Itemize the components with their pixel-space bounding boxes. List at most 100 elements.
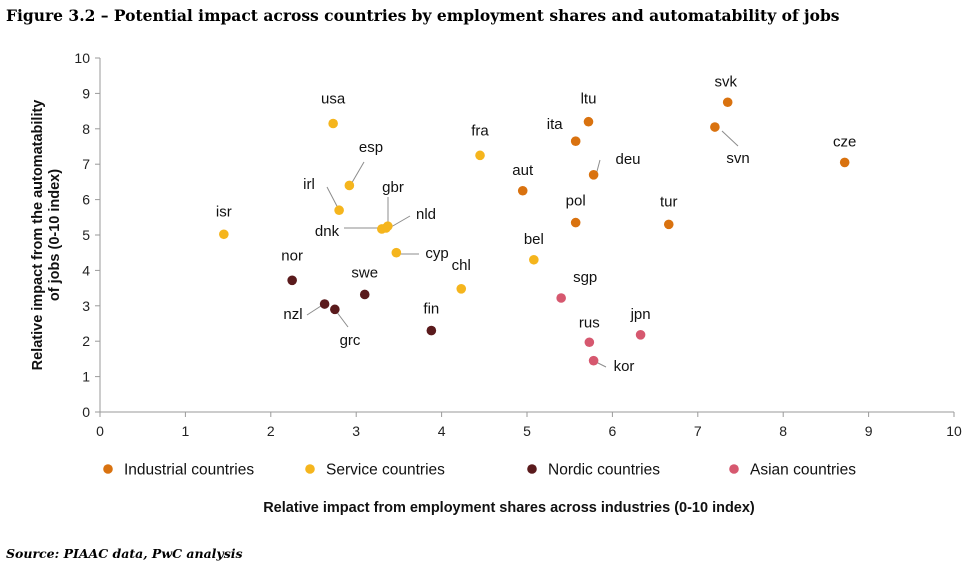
y-tick-label: 6 — [82, 192, 90, 208]
label-ltu: ltu — [581, 91, 597, 108]
y-axis-label-line: Relative impact from the automatability — [30, 100, 46, 371]
point-nor — [287, 275, 297, 286]
point-rus — [584, 337, 595, 348]
y-tick-label: 9 — [82, 85, 90, 101]
x-tick-label: 0 — [96, 423, 104, 439]
label-isr: isr — [216, 203, 232, 220]
point-jpn — [635, 330, 646, 340]
x-tick-label: 8 — [779, 423, 787, 439]
x-tick-label: 3 — [352, 423, 360, 439]
data-points — [219, 97, 850, 366]
label-sgp: sgp — [573, 269, 597, 286]
y-tick-label: 2 — [82, 333, 90, 349]
label-fra: fra — [471, 122, 489, 139]
point-svk — [722, 97, 733, 108]
label-irl: irl — [303, 176, 315, 193]
legend-label-2: Service countries — [326, 462, 445, 479]
point-fra — [475, 150, 485, 161]
leader-nld — [390, 215, 411, 228]
legend-marker-1 — [103, 464, 113, 474]
point-usa — [328, 118, 338, 129]
y-tick-label: 8 — [82, 121, 90, 137]
x-tick-label: 1 — [182, 423, 190, 439]
figure-title: Figure 3.2 – Potential impact across cou… — [6, 6, 840, 25]
label-cyp: cyp — [425, 245, 448, 262]
label-kor: kor — [614, 358, 635, 375]
x-axis-label: Relative impact from employment shares a… — [263, 500, 755, 516]
y-tick-label: 3 — [82, 298, 90, 314]
x-tick-label: 7 — [694, 423, 702, 439]
x-tick-label: 6 — [609, 423, 617, 439]
point-irl — [334, 205, 344, 216]
label-deu: deu — [615, 151, 640, 168]
y-axis-label-line: of jobs (0-10 index) — [47, 169, 63, 301]
label-chl: chl — [452, 257, 471, 274]
label-fin: fin — [423, 301, 439, 318]
leader-grc — [335, 310, 349, 328]
y-tick-label: 7 — [82, 156, 90, 172]
label-pol: pol — [566, 193, 586, 210]
x-tick-label: 9 — [865, 423, 873, 439]
label-ita: ita — [547, 116, 564, 133]
label-esp: esp — [359, 139, 383, 156]
label-tur: tur — [660, 193, 678, 210]
point-bel — [529, 254, 539, 265]
label-svk: svk — [714, 73, 737, 90]
point-tur — [663, 219, 674, 230]
leader-svn — [721, 130, 739, 147]
label-jpn: jpn — [630, 306, 651, 323]
legend-label-1: Industrial countries — [124, 462, 254, 479]
y-tick-label: 5 — [82, 227, 90, 243]
legend-label-4: Asian countries — [750, 462, 856, 479]
point-svn — [710, 122, 720, 132]
point-dnk — [377, 224, 387, 234]
point-pol — [570, 217, 581, 228]
y-tick-label: 1 — [82, 369, 90, 385]
label-nld: nld — [416, 206, 436, 223]
x-tick-label: 4 — [438, 423, 446, 439]
label-nzl: nzl — [283, 306, 302, 323]
chart-axes: 0 1 2 3 4 5 6 7 8 9 10 0 1 2 3 4 5 6 7 8 9 10 — [74, 50, 962, 439]
point-fin — [426, 325, 437, 336]
point-ita — [570, 136, 581, 146]
point-swe — [359, 289, 370, 300]
point-chl — [456, 284, 467, 294]
point-deu — [588, 170, 599, 180]
point-cze — [839, 157, 850, 168]
point-esp — [344, 180, 355, 191]
point-ltu — [583, 116, 594, 127]
legend-marker-3 — [527, 464, 537, 474]
label-dnk: dnk — [315, 223, 340, 240]
y-tick-label: 0 — [82, 404, 90, 420]
label-bel: bel — [524, 231, 544, 248]
legend-label-3: Nordic countries — [548, 462, 660, 479]
label-gbr: gbr — [382, 179, 404, 196]
point-aut — [517, 185, 528, 196]
point-grc — [330, 304, 340, 315]
point-kor — [588, 355, 599, 366]
legend-marker-4 — [729, 464, 739, 474]
y-tick-label: 10 — [74, 50, 90, 66]
point-isr — [219, 229, 229, 240]
label-cze: cze — [833, 133, 856, 150]
label-rus: rus — [579, 314, 600, 331]
y-tick-label: 4 — [82, 262, 90, 278]
chart-legend: Industrial countries Service countries Nor… — [103, 462, 856, 479]
label-swe: swe — [351, 264, 378, 281]
point-cyp — [391, 247, 402, 258]
y-axis-label: Relative impact from the automatabilityo… — [30, 100, 63, 371]
source-note: Source: PIAAC data, PwC analysis — [6, 546, 243, 561]
x-tick-label: 2 — [267, 423, 275, 439]
label-usa: usa — [321, 90, 346, 107]
x-tick-label: 5 — [523, 423, 531, 439]
label-grc: grc — [340, 332, 361, 349]
point-sgp — [556, 293, 566, 303]
label-aut: aut — [512, 162, 534, 179]
point-labels: svk svn ltu ita deu cze aut pol tur usa fra esp irl g… — [216, 73, 856, 375]
label-nor: nor — [281, 247, 303, 264]
label-svn: svn — [726, 150, 749, 167]
x-tick-label: 10 — [946, 423, 962, 439]
point-nzl — [319, 299, 330, 309]
legend-marker-2 — [305, 464, 315, 474]
